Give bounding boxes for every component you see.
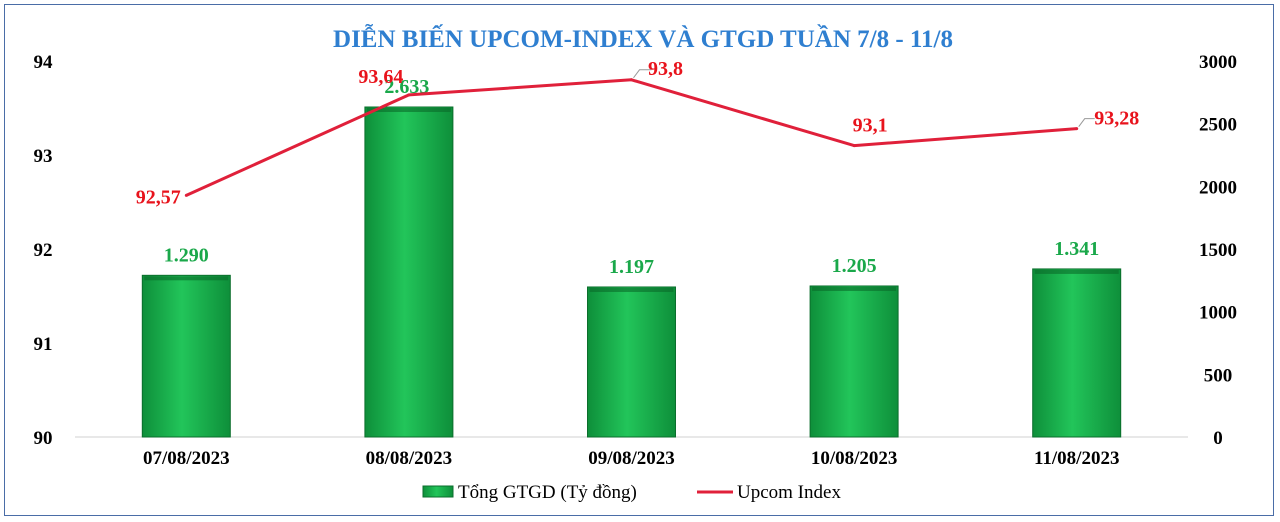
- line-path: [185, 78, 1077, 197]
- bar: [587, 286, 676, 438]
- bar-series: [141, 106, 1122, 438]
- label-leader-line: [1078, 118, 1095, 127]
- right-axis-tick: 2500: [1199, 115, 1237, 136]
- bar-top-edge: [589, 287, 674, 292]
- bar-data-labels: 1.290 2.633 1.197 1.205 1.341: [164, 76, 1099, 278]
- right-axis-tick: 500: [1204, 365, 1233, 386]
- left-axis-tick: 91: [34, 334, 53, 355]
- right-axis: 0 500 1000 1500 2000 2500 3000: [1199, 52, 1237, 449]
- left-axis: 90 91 92 93 94: [34, 52, 54, 449]
- right-axis-tick: 0: [1213, 428, 1223, 449]
- line-value-label: 93,8: [648, 58, 683, 80]
- x-axis-category-label: 09/08/2023: [588, 448, 675, 469]
- combo-chart: DIỄN BIẾN UPCOM-INDEX VÀ GTGD TUẦN 7/8 -…: [34, 24, 1238, 503]
- line-point: [184, 193, 188, 197]
- line-value-label: 92,57: [136, 186, 181, 208]
- chart-frame: DIỄN BIẾN UPCOM-INDEX VÀ GTGD TUẦN 7/8 -…: [4, 4, 1274, 516]
- right-axis-tick: 1000: [1199, 303, 1237, 324]
- bar: [141, 274, 231, 438]
- line-series: [184, 78, 1079, 197]
- line-value-label: 93,64: [358, 66, 403, 88]
- line-value-label: 93,1: [853, 115, 888, 137]
- line-data-labels: 92,57 93,64 93,8 93,1 93,28: [136, 58, 1139, 209]
- left-axis-tick: 90: [34, 428, 53, 449]
- legend-bar-label: Tổng GTGD (Tỷ đồng): [458, 482, 637, 503]
- bar-value-label: 1.290: [164, 244, 209, 266]
- x-axis-labels: 07/08/2023 08/08/2023 09/08/2023 10/08/2023…: [143, 448, 1119, 469]
- legend: Tổng GTGD (Tỷ đồng) Upcom Index: [422, 482, 841, 503]
- legend-bar-swatch: [422, 485, 454, 498]
- line-value-label: 93,28: [1094, 108, 1139, 130]
- x-axis-category-label: 11/08/2023: [1034, 448, 1120, 469]
- bar: [809, 285, 899, 438]
- right-axis-tick: 2000: [1199, 177, 1237, 198]
- bar-top-edge: [812, 286, 897, 291]
- right-axis-tick: 1500: [1199, 240, 1237, 261]
- bar-value-label: 1.197: [609, 256, 654, 278]
- bar-top-edge: [366, 107, 451, 112]
- x-axis-category-label: 07/08/2023: [143, 448, 230, 469]
- left-axis-tick: 94: [34, 52, 54, 73]
- line-point: [852, 144, 856, 148]
- line-point: [630, 78, 633, 82]
- bar: [364, 106, 454, 438]
- x-axis-category-label: 08/08/2023: [366, 448, 453, 469]
- bar-value-label: 1.205: [832, 255, 877, 277]
- left-axis-tick: 92: [34, 240, 53, 261]
- right-axis-tick: 3000: [1199, 52, 1237, 73]
- chart-title: DIỄN BIẾN UPCOM-INDEX VÀ GTGD TUẦN 7/8 -…: [333, 24, 953, 53]
- bar-value-label: 2.633: [384, 76, 429, 98]
- x-axis-category-label: 10/08/2023: [811, 448, 898, 469]
- bar-top-edge: [1034, 269, 1119, 274]
- bar-top-edge: [144, 276, 229, 281]
- line-point: [1075, 127, 1079, 131]
- legend-line-label: Upcom Index: [737, 482, 841, 503]
- left-axis-tick: 93: [34, 146, 53, 167]
- bar-value-label: 1.341: [1054, 238, 1099, 260]
- line-point: [407, 93, 411, 97]
- bar: [1032, 268, 1122, 438]
- label-leader-line: [633, 69, 652, 79]
